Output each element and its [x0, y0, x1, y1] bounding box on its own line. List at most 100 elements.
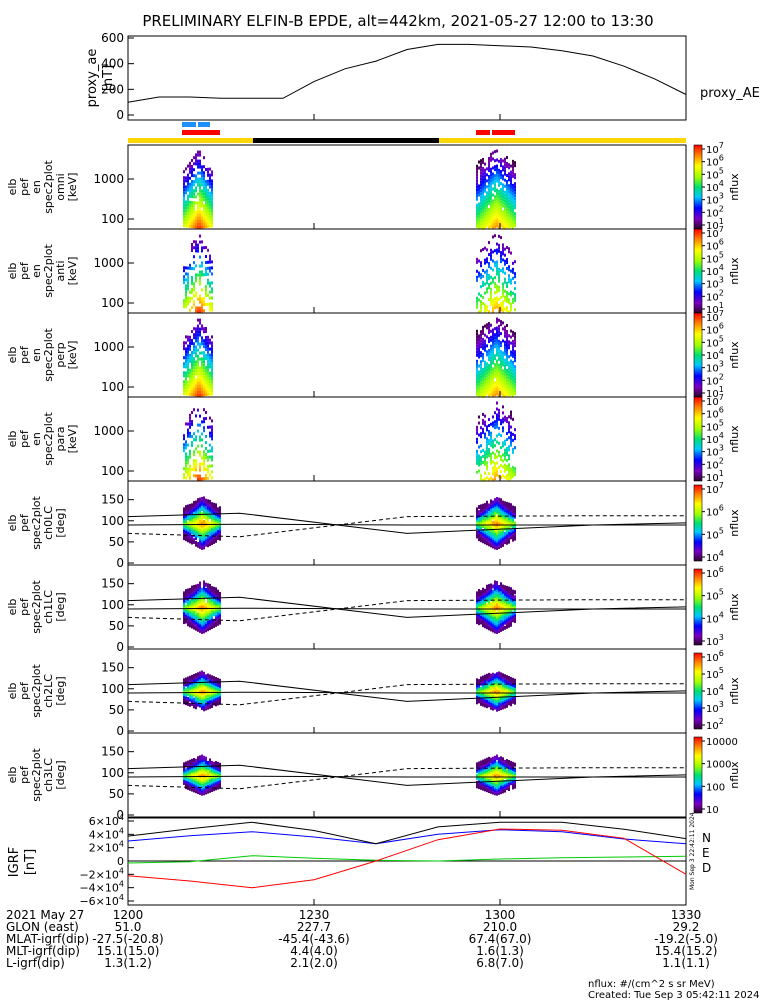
- pa-pixel: [496, 496, 498, 501]
- spec-pixel: [183, 224, 185, 228]
- pa-pixel: [500, 672, 502, 677]
- pa-pixel: [486, 621, 488, 626]
- spec-pixel: [478, 355, 480, 359]
- spec-pixel: [496, 284, 498, 288]
- ae-ytick-label: 600: [101, 31, 124, 45]
- pa-anti-loss-cone-line: [127, 683, 686, 706]
- pa-pixel: [197, 600, 199, 605]
- pa-2-cbar-label: 102: [706, 717, 724, 732]
- figure-title: PRELIMINARY ELFIN-B EPDE, alt=442km, 202…: [142, 12, 653, 30]
- spec-pixel: [185, 356, 187, 360]
- spec-pixel: [205, 189, 207, 192]
- pa-pixel: [508, 502, 510, 507]
- spec-pixel: [211, 287, 213, 291]
- spec-pixel: [191, 171, 193, 174]
- spec-pixel: [199, 210, 201, 214]
- pa-pixel: [482, 524, 484, 529]
- spec-pixel: [209, 269, 211, 273]
- pa-pixel: [199, 755, 201, 760]
- spec-pixel: [197, 333, 199, 337]
- spec-pixel: [502, 246, 504, 250]
- pa-pixel: [183, 696, 185, 701]
- spec-pixel: [502, 267, 504, 271]
- pa-0-ylabel-part: spec2plot: [30, 496, 43, 550]
- spec-pixel: [482, 226, 484, 230]
- spec-pixel: [502, 375, 504, 379]
- spec-pixel: [502, 258, 504, 262]
- spec-pixel: [490, 188, 492, 192]
- spec-pixel: [183, 356, 185, 360]
- spec-pixel: [496, 242, 498, 246]
- spec-pixel: [189, 371, 191, 375]
- spec-pixel: [506, 260, 508, 264]
- pa-pixel: [207, 583, 209, 588]
- spec-pixel: [189, 182, 191, 186]
- spec-pixel: [203, 417, 205, 421]
- spec-pixel: [199, 366, 201, 370]
- spec-pixel: [191, 393, 193, 396]
- spec-pixel: [508, 421, 510, 425]
- spec-pixel: [508, 265, 510, 269]
- spec-pixel: [502, 159, 504, 163]
- spec-pixel: [197, 474, 199, 478]
- spec-pixel: [209, 194, 211, 198]
- spec-pixel: [496, 194, 498, 198]
- spec-pixel: [193, 183, 195, 187]
- pa-pixel: [217, 604, 219, 609]
- spec-pixel: [496, 401, 498, 405]
- spec-pixel: [207, 272, 209, 276]
- spec-pixel: [191, 351, 193, 354]
- spec-pixel: [480, 249, 482, 253]
- spec-pixel: [508, 247, 510, 251]
- spec-pixel: [506, 386, 508, 390]
- spec-pixel: [205, 288, 207, 291]
- pa-pixel: [185, 687, 187, 692]
- spec-pixel: [498, 270, 500, 274]
- spec-1-cbar-label: 102: [706, 288, 724, 303]
- spec-pixel: [486, 209, 488, 213]
- spec-pixel: [211, 383, 213, 387]
- spec-pixel: [193, 462, 195, 466]
- spec-pixel: [185, 476, 187, 480]
- spec-pixel: [195, 309, 197, 313]
- spec-pixel: [480, 345, 482, 349]
- spec-pixel: [510, 383, 512, 387]
- spec-pixel: [480, 219, 482, 223]
- pa-pixel: [207, 586, 209, 591]
- pa-pixel: [514, 678, 516, 683]
- pa-ytick-label: 100: [101, 598, 124, 612]
- spec-pixel: [488, 337, 490, 341]
- spec-pixel: [209, 389, 211, 393]
- spec-pixel: [488, 448, 490, 452]
- pa-pixel: [191, 585, 193, 590]
- spec-pixel: [480, 180, 482, 184]
- spec-pixel: [488, 226, 490, 230]
- pa-pixel: [219, 603, 221, 608]
- spec-pixel: [484, 348, 486, 352]
- spec-pixel: [490, 257, 492, 261]
- spec-pixel: [197, 210, 199, 214]
- spec-pixel: [209, 257, 211, 261]
- spec-pixel: [506, 224, 508, 228]
- pa-pixel: [209, 699, 211, 704]
- spec-pixel: [211, 200, 213, 204]
- pa-pixel: [209, 503, 211, 508]
- pa-pixel: [482, 619, 484, 624]
- spec-pixel: [512, 330, 514, 334]
- spec-pixel: [185, 278, 187, 282]
- pa-pixel: [199, 502, 201, 507]
- spec-pixel: [490, 389, 492, 393]
- spec-pixel: [500, 383, 502, 387]
- spec-pixel: [476, 371, 478, 375]
- spec-pixel: [512, 384, 514, 388]
- spec-pixel: [502, 303, 504, 307]
- spec-pixel: [205, 204, 207, 207]
- spec-pixel: [492, 421, 494, 425]
- spec-pixel: [203, 342, 205, 346]
- spec-pixel: [201, 309, 203, 313]
- spec-3-cbar-label: 105: [706, 418, 724, 433]
- spec-pixel: [207, 344, 209, 348]
- spec-pixel: [492, 439, 494, 443]
- spec-pixel: [510, 281, 512, 285]
- spec-pixel: [193, 225, 195, 229]
